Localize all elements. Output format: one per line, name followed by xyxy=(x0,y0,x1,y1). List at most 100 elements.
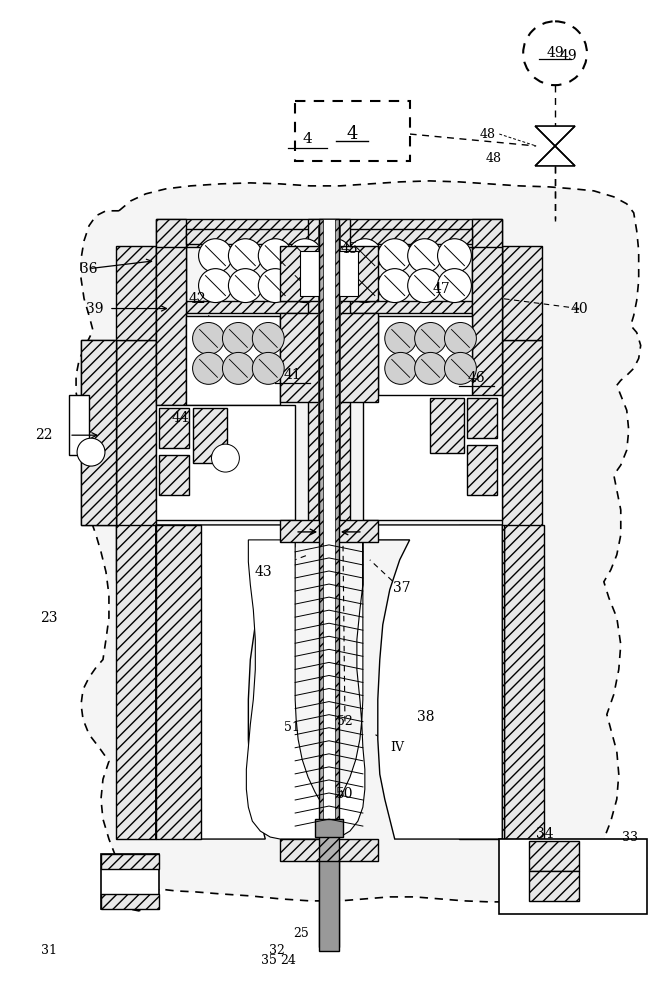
Bar xyxy=(529,841,579,871)
Bar xyxy=(116,525,156,839)
Circle shape xyxy=(258,239,292,273)
Text: 4: 4 xyxy=(346,125,358,143)
Text: 43: 43 xyxy=(254,565,272,579)
Text: 45: 45 xyxy=(340,242,358,256)
Circle shape xyxy=(288,269,322,303)
Bar xyxy=(323,219,335,837)
Polygon shape xyxy=(76,181,646,911)
Text: 42: 42 xyxy=(189,292,206,306)
Text: 25: 25 xyxy=(293,927,309,940)
Circle shape xyxy=(408,269,442,303)
Bar xyxy=(502,340,542,580)
Bar xyxy=(116,246,156,340)
Bar xyxy=(186,301,473,313)
Bar xyxy=(529,871,579,901)
Circle shape xyxy=(318,269,352,303)
Text: 31: 31 xyxy=(41,944,57,957)
Circle shape xyxy=(385,352,416,384)
Bar xyxy=(159,455,188,495)
Text: 47: 47 xyxy=(432,282,450,296)
Circle shape xyxy=(198,239,233,273)
Text: 48: 48 xyxy=(479,128,495,141)
Text: 49: 49 xyxy=(546,46,564,60)
Bar xyxy=(192,408,227,463)
Text: 44: 44 xyxy=(172,411,189,425)
Text: 39: 39 xyxy=(86,302,104,316)
Bar xyxy=(280,839,378,861)
Bar xyxy=(315,819,343,837)
Text: 24: 24 xyxy=(280,954,295,967)
Bar xyxy=(280,520,320,542)
Text: 49: 49 xyxy=(560,49,578,63)
Bar xyxy=(338,520,378,542)
Circle shape xyxy=(408,239,442,273)
Bar xyxy=(156,219,186,403)
Bar xyxy=(473,247,502,405)
Bar xyxy=(156,247,186,405)
Bar xyxy=(280,246,378,301)
Bar xyxy=(101,894,159,909)
Bar xyxy=(81,340,116,525)
Polygon shape xyxy=(535,126,575,146)
Circle shape xyxy=(212,444,239,472)
Polygon shape xyxy=(81,340,116,525)
Bar xyxy=(159,408,188,448)
Text: 41: 41 xyxy=(284,368,301,382)
Text: 22: 22 xyxy=(36,428,53,442)
Bar xyxy=(473,219,502,403)
Circle shape xyxy=(77,438,105,466)
Circle shape xyxy=(524,21,587,85)
Bar xyxy=(502,246,542,340)
Circle shape xyxy=(198,269,233,303)
Text: 4: 4 xyxy=(303,132,313,146)
Bar xyxy=(156,219,502,247)
Bar xyxy=(156,525,200,839)
Circle shape xyxy=(414,352,447,384)
Text: 34: 34 xyxy=(535,827,553,841)
Circle shape xyxy=(229,239,262,273)
Circle shape xyxy=(253,322,284,354)
Text: 50: 50 xyxy=(336,787,354,801)
Text: 32: 32 xyxy=(268,944,284,957)
Bar xyxy=(280,313,322,402)
Bar xyxy=(300,251,358,296)
Text: 38: 38 xyxy=(417,710,435,724)
Bar xyxy=(156,405,295,520)
Text: 52: 52 xyxy=(337,715,353,728)
Polygon shape xyxy=(247,540,329,839)
Circle shape xyxy=(229,269,262,303)
Bar xyxy=(467,398,497,438)
Bar xyxy=(459,525,504,839)
Text: 35: 35 xyxy=(261,954,277,967)
Bar xyxy=(116,340,156,580)
Bar xyxy=(295,101,410,161)
Bar xyxy=(69,395,89,455)
Polygon shape xyxy=(363,525,502,839)
Circle shape xyxy=(438,239,471,273)
Text: 23: 23 xyxy=(40,611,58,625)
Polygon shape xyxy=(329,540,365,839)
Bar xyxy=(101,854,159,869)
Bar xyxy=(101,854,159,909)
Circle shape xyxy=(414,322,447,354)
Bar xyxy=(430,398,465,453)
Circle shape xyxy=(444,352,477,384)
Bar xyxy=(308,219,350,528)
Bar xyxy=(467,445,497,495)
Text: 46: 46 xyxy=(468,371,485,385)
Circle shape xyxy=(438,269,471,303)
Circle shape xyxy=(348,269,382,303)
Circle shape xyxy=(288,239,322,273)
Bar xyxy=(363,395,502,520)
Circle shape xyxy=(444,322,477,354)
Bar xyxy=(318,226,340,520)
Circle shape xyxy=(378,269,412,303)
Bar xyxy=(319,219,339,947)
Circle shape xyxy=(223,352,254,384)
Text: 40: 40 xyxy=(570,302,588,316)
Circle shape xyxy=(378,239,412,273)
Bar xyxy=(186,229,473,244)
Text: 33: 33 xyxy=(622,831,638,844)
Circle shape xyxy=(318,239,352,273)
Bar xyxy=(504,525,544,839)
